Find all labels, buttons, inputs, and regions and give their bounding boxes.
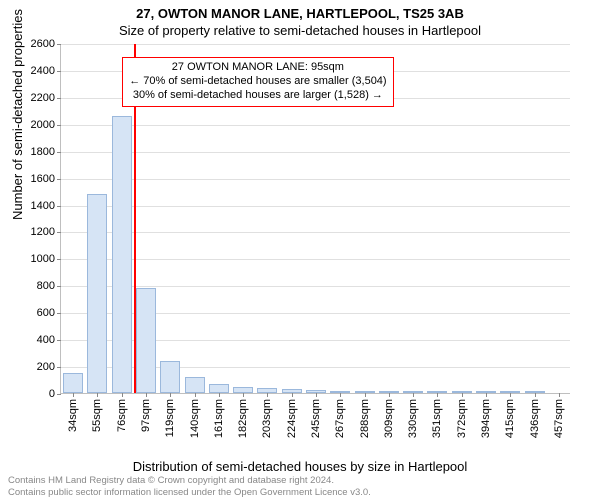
annotation-box: 27 OWTON MANOR LANE: 95sqm← 70% of semi-… [122, 57, 393, 106]
y-tick-mark [57, 206, 61, 207]
x-tick-label: 34sqm [67, 399, 79, 432]
annotation-line: 27 OWTON MANOR LANE: 95sqm [129, 61, 386, 75]
gridline [61, 206, 570, 207]
y-tick-mark [57, 98, 61, 99]
y-tick-label: 400 [37, 334, 55, 346]
x-tick-mark [340, 393, 341, 397]
x-tick-label: 330sqm [407, 399, 419, 438]
x-tick-label: 182sqm [237, 399, 249, 438]
x-tick-mark [122, 393, 123, 397]
y-tick-label: 1200 [31, 226, 55, 238]
histogram-bar [87, 194, 107, 393]
x-tick-label: 351sqm [431, 399, 443, 438]
y-tick-label: 800 [37, 280, 55, 292]
y-tick-label: 1400 [31, 200, 55, 212]
histogram-bar [63, 373, 83, 393]
y-tick-label: 2000 [31, 119, 55, 131]
y-tick-mark [57, 286, 61, 287]
y-tick-label: 2600 [31, 38, 55, 50]
y-tick-label: 600 [37, 307, 55, 319]
histogram-bar [185, 377, 205, 393]
gridline [61, 179, 570, 180]
x-tick-mark [292, 393, 293, 397]
x-tick-label: 245sqm [310, 399, 322, 438]
x-tick-label: 224sqm [286, 399, 298, 438]
x-tick-mark [97, 393, 98, 397]
chart-title-address: 27, OWTON MANOR LANE, HARTLEPOOL, TS25 3… [0, 0, 600, 21]
x-tick-label: 372sqm [456, 399, 468, 438]
y-tick-label: 1600 [31, 173, 55, 185]
y-tick-mark [57, 394, 61, 395]
y-tick-mark [57, 125, 61, 126]
x-tick-mark [486, 393, 487, 397]
x-tick-mark [559, 393, 560, 397]
y-tick-mark [57, 71, 61, 72]
x-tick-mark [389, 393, 390, 397]
x-tick-label: 97sqm [140, 399, 152, 432]
y-axis-label: Number of semi-detached properties [10, 9, 25, 220]
annotation-line: ← 70% of semi-detached houses are smalle… [129, 75, 386, 89]
x-tick-mark [195, 393, 196, 397]
x-tick-label: 119sqm [164, 399, 176, 437]
x-tick-label: 55sqm [91, 399, 103, 432]
y-tick-mark [57, 313, 61, 314]
x-tick-label: 76sqm [116, 399, 128, 432]
y-tick-label: 200 [37, 361, 55, 373]
x-tick-mark [437, 393, 438, 397]
chart-plot-area: 0200400600800100012001400160018002000220… [60, 44, 570, 394]
annotation-line: 30% of semi-detached houses are larger (… [129, 89, 386, 103]
y-tick-label: 2400 [31, 65, 55, 77]
x-tick-label: 415sqm [504, 399, 516, 438]
histogram-bar [209, 384, 229, 393]
gridline [61, 152, 570, 153]
x-tick-mark [146, 393, 147, 397]
x-tick-label: 267sqm [334, 399, 346, 438]
x-tick-mark [316, 393, 317, 397]
histogram-bar [136, 288, 156, 393]
y-tick-mark [57, 367, 61, 368]
x-tick-label: 394sqm [480, 399, 492, 438]
x-axis-label: Distribution of semi-detached houses by … [0, 459, 600, 474]
y-tick-mark [57, 179, 61, 180]
histogram-bar [112, 116, 132, 393]
attribution-footer: Contains HM Land Registry data © Crown c… [8, 475, 371, 498]
y-tick-mark [57, 232, 61, 233]
y-tick-mark [57, 340, 61, 341]
x-tick-mark [73, 393, 74, 397]
footer-line-1: Contains HM Land Registry data © Crown c… [8, 475, 371, 486]
y-tick-mark [57, 259, 61, 260]
gridline [61, 44, 570, 45]
y-tick-label: 0 [49, 388, 55, 400]
x-tick-mark [365, 393, 366, 397]
y-tick-label: 2200 [31, 92, 55, 104]
chart-title-subtitle: Size of property relative to semi-detach… [0, 21, 600, 42]
footer-line-2: Contains public sector information licen… [8, 487, 371, 498]
histogram-plot: 0200400600800100012001400160018002000220… [60, 44, 570, 394]
y-tick-mark [57, 44, 61, 45]
x-tick-mark [413, 393, 414, 397]
x-tick-label: 457sqm [553, 399, 565, 438]
gridline [61, 125, 570, 126]
x-tick-label: 203sqm [261, 399, 273, 438]
histogram-bar [160, 361, 180, 393]
x-tick-label: 309sqm [383, 399, 395, 438]
x-tick-label: 288sqm [359, 399, 371, 438]
x-tick-mark [170, 393, 171, 397]
x-tick-mark [462, 393, 463, 397]
y-tick-mark [57, 152, 61, 153]
x-tick-mark [510, 393, 511, 397]
x-tick-label: 140sqm [189, 399, 201, 438]
gridline [61, 232, 570, 233]
gridline [61, 259, 570, 260]
x-tick-mark [219, 393, 220, 397]
x-tick-label: 161sqm [213, 399, 225, 438]
y-tick-label: 1800 [31, 146, 55, 158]
y-tick-label: 1000 [31, 253, 55, 265]
x-tick-mark [267, 393, 268, 397]
x-tick-mark [535, 393, 536, 397]
x-tick-mark [243, 393, 244, 397]
x-tick-label: 436sqm [529, 399, 541, 438]
